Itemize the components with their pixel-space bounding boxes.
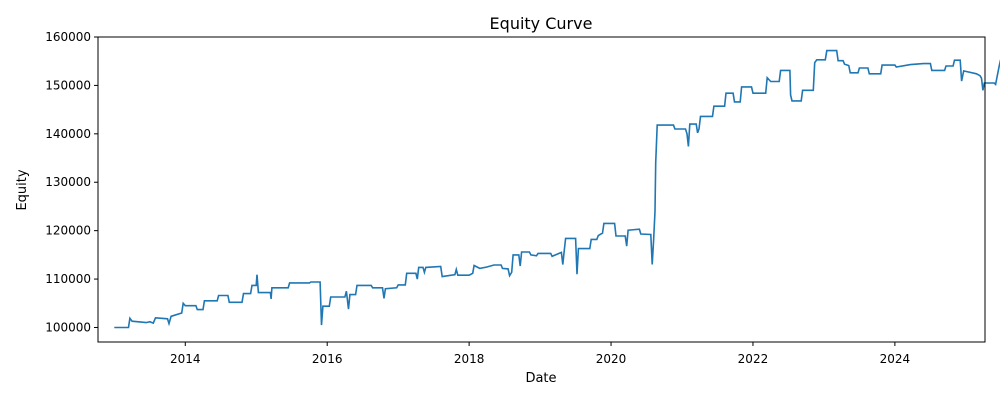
x-tick-label: 2014 bbox=[170, 352, 201, 366]
y-axis-label: Equity bbox=[15, 169, 30, 210]
equity-series-line bbox=[114, 49, 1000, 329]
y-axis-ticks: 100000 110000 120000 130000 140000 150000 1600… bbox=[45, 30, 98, 334]
y-tick-label: 160000 bbox=[45, 30, 91, 44]
axes-frame bbox=[97, 36, 986, 343]
plot-area bbox=[114, 49, 1000, 329]
y-tick-label: 120000 bbox=[45, 224, 91, 238]
x-tick-label: 2018 bbox=[454, 352, 485, 366]
y-tick-label: 110000 bbox=[45, 272, 91, 286]
x-tick-label: 2020 bbox=[596, 352, 627, 366]
x-axis-ticks: 2014 2016 2018 2020 2022 2024 bbox=[170, 342, 910, 366]
y-tick-label: 150000 bbox=[45, 78, 91, 92]
y-tick-label: 130000 bbox=[45, 175, 91, 189]
x-tick-label: 2016 bbox=[312, 352, 343, 366]
x-axis-label: Date bbox=[525, 371, 556, 386]
chart-title: Equity Curve bbox=[490, 14, 593, 33]
y-tick-label: 140000 bbox=[45, 127, 91, 141]
y-tick-label: 100000 bbox=[45, 320, 91, 334]
x-tick-label: 2024 bbox=[880, 352, 911, 366]
x-tick-label: 2022 bbox=[738, 352, 769, 366]
